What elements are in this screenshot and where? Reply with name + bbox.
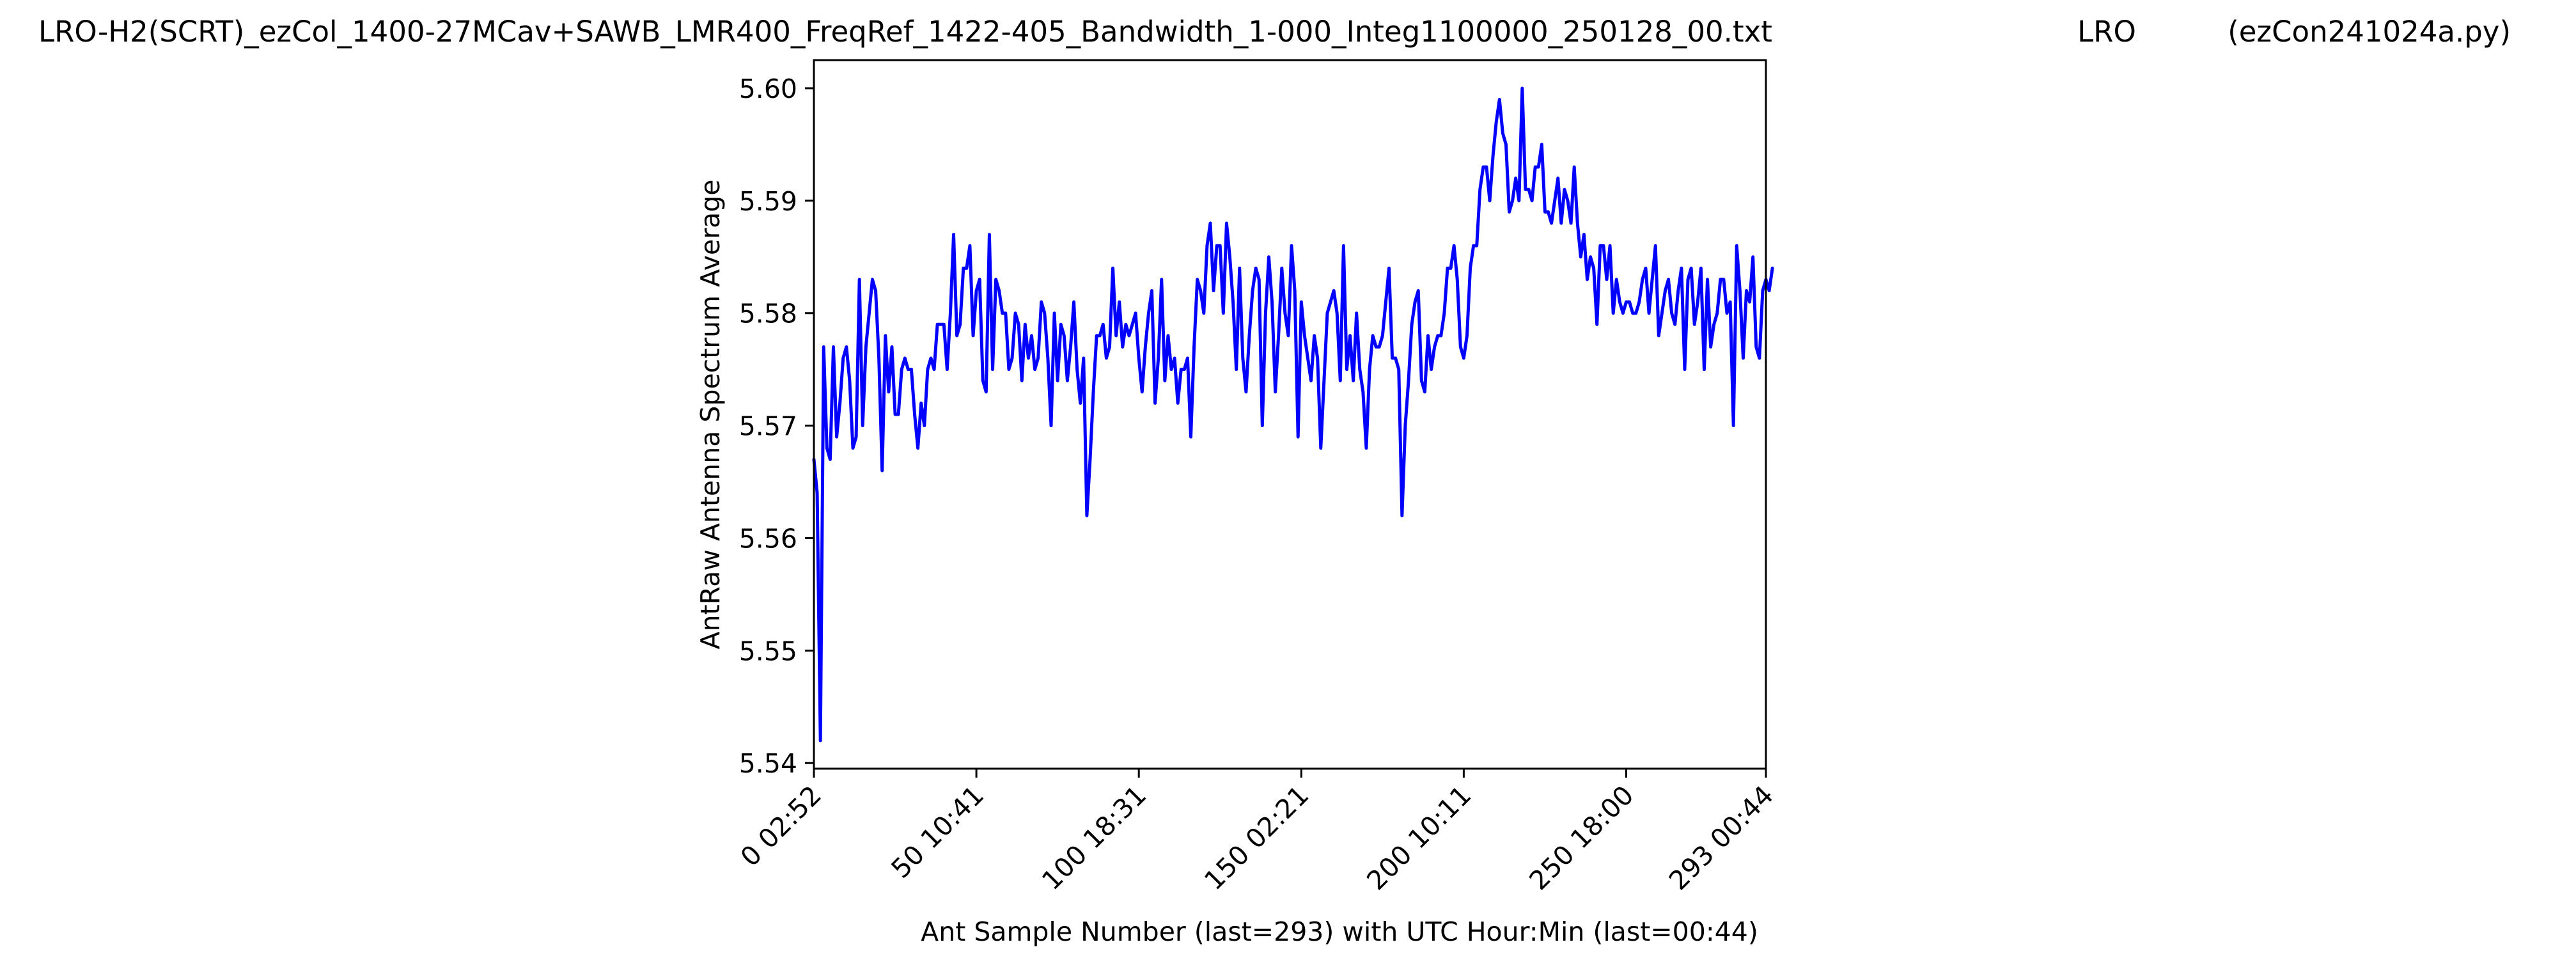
y-tick-label: 5.57 [739, 411, 797, 442]
header-program: (ezCon241024a.py) [2228, 15, 2511, 49]
y-tick-label: 5.60 [739, 74, 797, 104]
y-tick-label: 5.59 [739, 186, 797, 217]
y-tick-label: 5.55 [739, 636, 797, 666]
y-axis: 5.54 5.55 5.56 5.57 5.58 5.59 5.60 [739, 74, 814, 779]
series-line-0 [812, 86, 1774, 742]
plot-background [814, 60, 1766, 769]
y-axis-label: AntRaw Antenna Spectrum Average [695, 180, 726, 650]
y-tick-label: 5.54 [739, 748, 797, 779]
header-site: LRO [2077, 15, 2136, 49]
y-tick-label: 5.56 [739, 523, 797, 554]
x-axis-label: Ant Sample Number (last=293) with UTC Ho… [921, 916, 1758, 947]
plot-area [812, 59, 1774, 770]
series-layer [812, 86, 1774, 742]
y-tick-label: 5.58 [739, 299, 797, 329]
axes-frame [813, 59, 1767, 770]
header-filename: LRO-H2(SCRT)_ezCol_1400-27MCav+SAWB_LMR4… [38, 15, 1772, 49]
